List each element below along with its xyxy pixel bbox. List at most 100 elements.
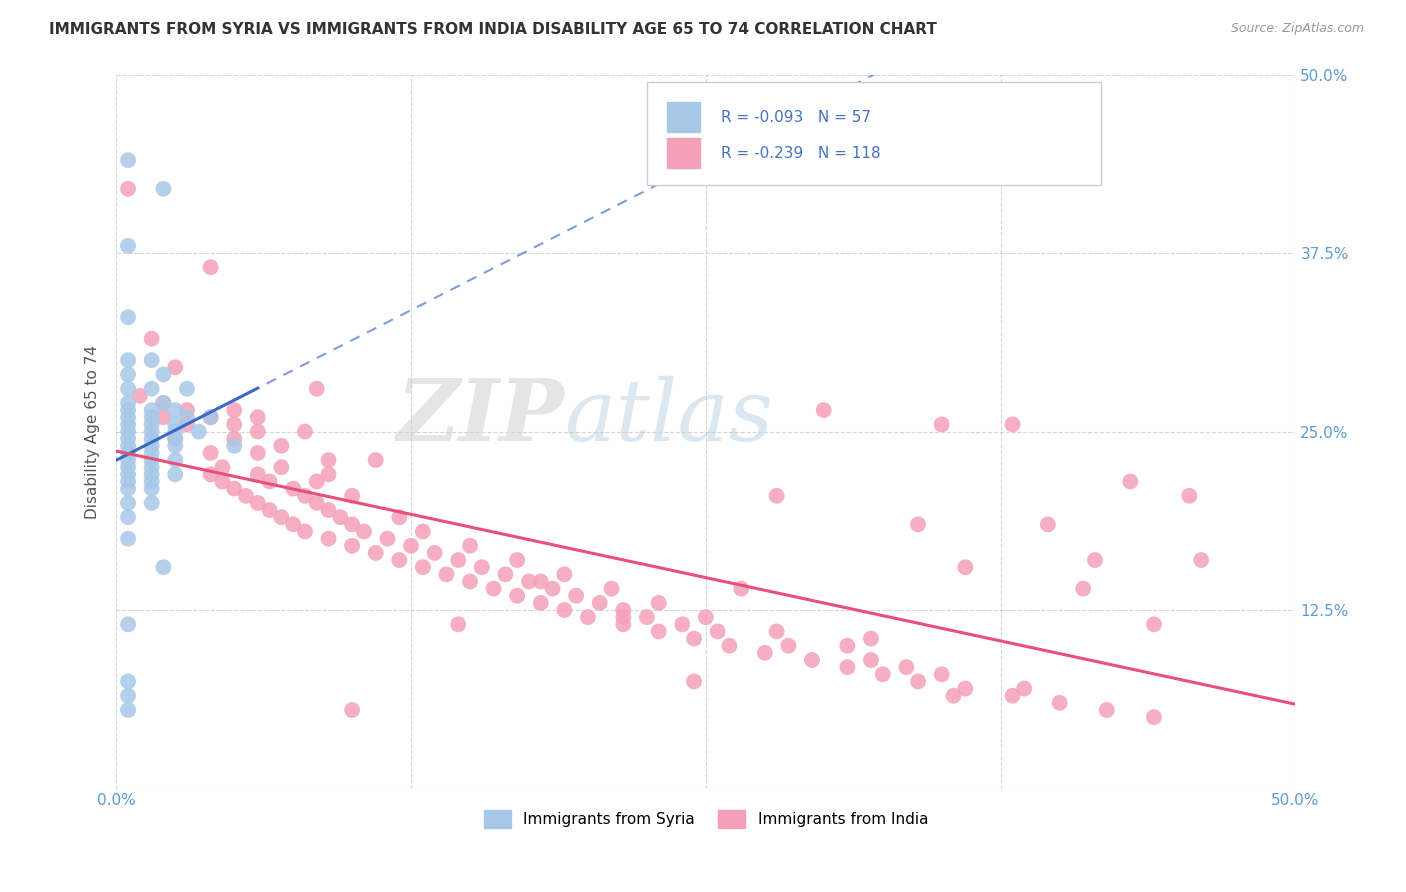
Point bbox=[117, 496, 139, 510]
Point bbox=[506, 553, 529, 567]
Point bbox=[318, 467, 340, 482]
Point bbox=[517, 574, 540, 589]
Point bbox=[612, 610, 634, 624]
Point bbox=[612, 617, 634, 632]
Point bbox=[576, 610, 599, 624]
Point bbox=[482, 582, 505, 596]
Point bbox=[117, 510, 139, 524]
Point bbox=[117, 310, 139, 325]
Point bbox=[506, 589, 529, 603]
Point bbox=[117, 703, 139, 717]
Point bbox=[1001, 417, 1024, 432]
Point bbox=[907, 517, 929, 532]
Point bbox=[778, 639, 800, 653]
Point bbox=[801, 653, 824, 667]
Point bbox=[896, 660, 918, 674]
Point bbox=[165, 403, 187, 417]
Point bbox=[117, 353, 139, 368]
Point bbox=[117, 689, 139, 703]
Point bbox=[176, 403, 198, 417]
Point bbox=[117, 410, 139, 425]
Point bbox=[730, 582, 752, 596]
Point bbox=[200, 410, 222, 425]
Point bbox=[377, 532, 399, 546]
Point bbox=[530, 574, 553, 589]
Point bbox=[388, 553, 411, 567]
Point bbox=[259, 475, 281, 489]
Point bbox=[706, 624, 728, 639]
Point bbox=[117, 239, 139, 253]
Point bbox=[270, 460, 292, 475]
Point bbox=[141, 403, 163, 417]
Point bbox=[224, 439, 246, 453]
Point bbox=[117, 403, 139, 417]
Point bbox=[224, 482, 246, 496]
Point bbox=[117, 482, 139, 496]
Point bbox=[117, 182, 139, 196]
Point bbox=[117, 417, 139, 432]
Point bbox=[955, 560, 977, 574]
Point bbox=[436, 567, 458, 582]
Point bbox=[117, 382, 139, 396]
Point bbox=[141, 432, 163, 446]
Point bbox=[765, 624, 787, 639]
Point bbox=[117, 368, 139, 382]
Point bbox=[246, 467, 269, 482]
Point bbox=[141, 439, 163, 453]
Point bbox=[447, 617, 470, 632]
Point bbox=[165, 432, 187, 446]
Point bbox=[340, 539, 363, 553]
Point bbox=[872, 667, 894, 681]
Point bbox=[141, 453, 163, 467]
Point bbox=[931, 417, 953, 432]
Point bbox=[141, 475, 163, 489]
Point bbox=[246, 425, 269, 439]
Point bbox=[1071, 582, 1094, 596]
Legend: Immigrants from Syria, Immigrants from India: Immigrants from Syria, Immigrants from I… bbox=[478, 804, 934, 834]
Point bbox=[1012, 681, 1035, 696]
Point bbox=[259, 503, 281, 517]
Point bbox=[176, 410, 198, 425]
Point bbox=[117, 532, 139, 546]
Point bbox=[246, 446, 269, 460]
Point bbox=[1036, 517, 1059, 532]
Point bbox=[458, 574, 481, 589]
Point bbox=[294, 489, 316, 503]
Point bbox=[200, 446, 222, 460]
Point bbox=[141, 496, 163, 510]
Point bbox=[117, 432, 139, 446]
Point bbox=[141, 332, 163, 346]
Point bbox=[305, 496, 328, 510]
Point bbox=[859, 653, 882, 667]
Point bbox=[399, 539, 422, 553]
Point bbox=[152, 560, 174, 574]
Point bbox=[647, 624, 669, 639]
Point bbox=[117, 425, 139, 439]
Point bbox=[117, 460, 139, 475]
Point bbox=[329, 510, 352, 524]
Point bbox=[754, 646, 776, 660]
Point bbox=[1189, 553, 1212, 567]
Point bbox=[270, 510, 292, 524]
Point bbox=[117, 153, 139, 168]
Point bbox=[128, 389, 150, 403]
Point bbox=[305, 382, 328, 396]
Point bbox=[423, 546, 446, 560]
Point bbox=[412, 524, 434, 539]
Point bbox=[1143, 617, 1166, 632]
Point bbox=[211, 475, 233, 489]
Point bbox=[1084, 553, 1107, 567]
Point bbox=[494, 567, 516, 582]
Point bbox=[318, 453, 340, 467]
Point bbox=[165, 360, 187, 375]
Point bbox=[141, 482, 163, 496]
Point bbox=[907, 674, 929, 689]
Point bbox=[530, 596, 553, 610]
Point bbox=[141, 460, 163, 475]
Point bbox=[294, 524, 316, 539]
Point bbox=[364, 453, 387, 467]
Point bbox=[931, 667, 953, 681]
Point bbox=[141, 382, 163, 396]
Point bbox=[612, 603, 634, 617]
Point bbox=[837, 660, 859, 674]
